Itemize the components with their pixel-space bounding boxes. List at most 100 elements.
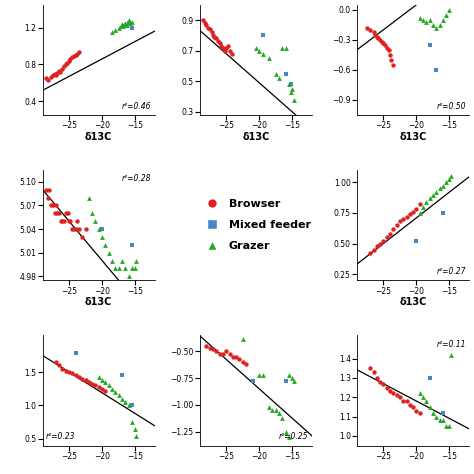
Point bbox=[429, 409, 437, 417]
Point bbox=[249, 378, 256, 385]
Point bbox=[372, 31, 379, 38]
Point bbox=[128, 401, 136, 409]
Point bbox=[57, 68, 64, 75]
Point bbox=[108, 257, 116, 264]
Point bbox=[216, 350, 223, 357]
Point bbox=[259, 32, 266, 39]
Point bbox=[388, 56, 395, 64]
Point bbox=[432, 24, 440, 32]
Point bbox=[426, 41, 433, 49]
Point bbox=[419, 393, 427, 401]
Point bbox=[60, 218, 68, 225]
Point bbox=[439, 16, 447, 24]
Point bbox=[406, 210, 414, 218]
Point bbox=[105, 249, 112, 256]
Point bbox=[432, 66, 440, 73]
Point bbox=[69, 225, 76, 233]
Point bbox=[125, 17, 132, 24]
Point bbox=[272, 70, 280, 77]
Point bbox=[432, 188, 440, 196]
Point bbox=[374, 34, 382, 42]
Point bbox=[101, 241, 109, 249]
Point bbox=[221, 47, 229, 55]
Point bbox=[366, 26, 374, 34]
Point bbox=[52, 201, 60, 209]
Point bbox=[275, 74, 283, 82]
Point bbox=[446, 175, 453, 182]
Point bbox=[79, 233, 86, 241]
Point bbox=[117, 22, 124, 30]
Point bbox=[128, 241, 136, 249]
Point bbox=[255, 47, 263, 55]
Point bbox=[118, 257, 126, 264]
Point bbox=[422, 18, 430, 26]
Point bbox=[265, 55, 273, 62]
Point bbox=[69, 53, 76, 61]
Point bbox=[209, 346, 217, 353]
Point bbox=[54, 69, 61, 76]
Point bbox=[380, 380, 387, 387]
Point bbox=[290, 378, 297, 385]
Point bbox=[51, 70, 58, 77]
Point bbox=[131, 264, 139, 272]
Point bbox=[370, 28, 377, 36]
Point bbox=[383, 234, 391, 241]
Point bbox=[52, 358, 60, 366]
Point bbox=[373, 242, 381, 250]
Point bbox=[121, 264, 129, 272]
Point bbox=[111, 388, 119, 396]
Point bbox=[442, 179, 450, 186]
Point bbox=[447, 351, 455, 358]
Point bbox=[98, 233, 106, 241]
Point bbox=[370, 368, 377, 376]
Point bbox=[429, 21, 437, 28]
Point bbox=[226, 47, 233, 55]
Point bbox=[128, 18, 136, 26]
Point bbox=[88, 380, 96, 388]
Point bbox=[72, 372, 80, 379]
Point bbox=[65, 218, 73, 225]
Point bbox=[88, 210, 96, 217]
Point bbox=[366, 365, 374, 372]
Point bbox=[60, 63, 68, 70]
Point bbox=[125, 273, 132, 280]
Point bbox=[115, 24, 122, 31]
Point bbox=[436, 185, 443, 192]
Point bbox=[55, 67, 63, 75]
Point bbox=[252, 44, 260, 51]
Point bbox=[282, 70, 290, 77]
Point bbox=[380, 39, 387, 46]
Legend: Browser, Mixed feeder, Grazer: Browser, Mixed feeder, Grazer bbox=[197, 195, 315, 255]
Point bbox=[206, 345, 213, 352]
Point bbox=[439, 182, 447, 190]
Point bbox=[265, 403, 273, 411]
Point bbox=[42, 74, 50, 82]
Point bbox=[393, 392, 401, 399]
Point bbox=[85, 194, 93, 201]
Point bbox=[72, 225, 80, 233]
Point bbox=[217, 42, 225, 50]
Point bbox=[200, 16, 207, 24]
Point bbox=[44, 76, 52, 84]
Point bbox=[390, 390, 397, 397]
Point bbox=[403, 213, 410, 220]
Point bbox=[236, 355, 243, 363]
Point bbox=[67, 55, 74, 63]
Point bbox=[69, 370, 76, 377]
Point bbox=[91, 382, 99, 389]
Text: r²=0.23: r²=0.23 bbox=[46, 432, 75, 441]
Point bbox=[385, 46, 392, 54]
Point bbox=[118, 372, 126, 379]
Point bbox=[91, 218, 99, 225]
Point bbox=[65, 368, 73, 376]
Point bbox=[419, 203, 427, 210]
Point bbox=[64, 59, 71, 66]
Point bbox=[416, 14, 424, 21]
Point bbox=[426, 403, 433, 410]
Point bbox=[432, 413, 440, 420]
Point bbox=[422, 397, 430, 405]
Point bbox=[370, 246, 377, 254]
Point bbox=[62, 210, 70, 217]
Point bbox=[229, 353, 237, 361]
Point bbox=[386, 388, 394, 395]
